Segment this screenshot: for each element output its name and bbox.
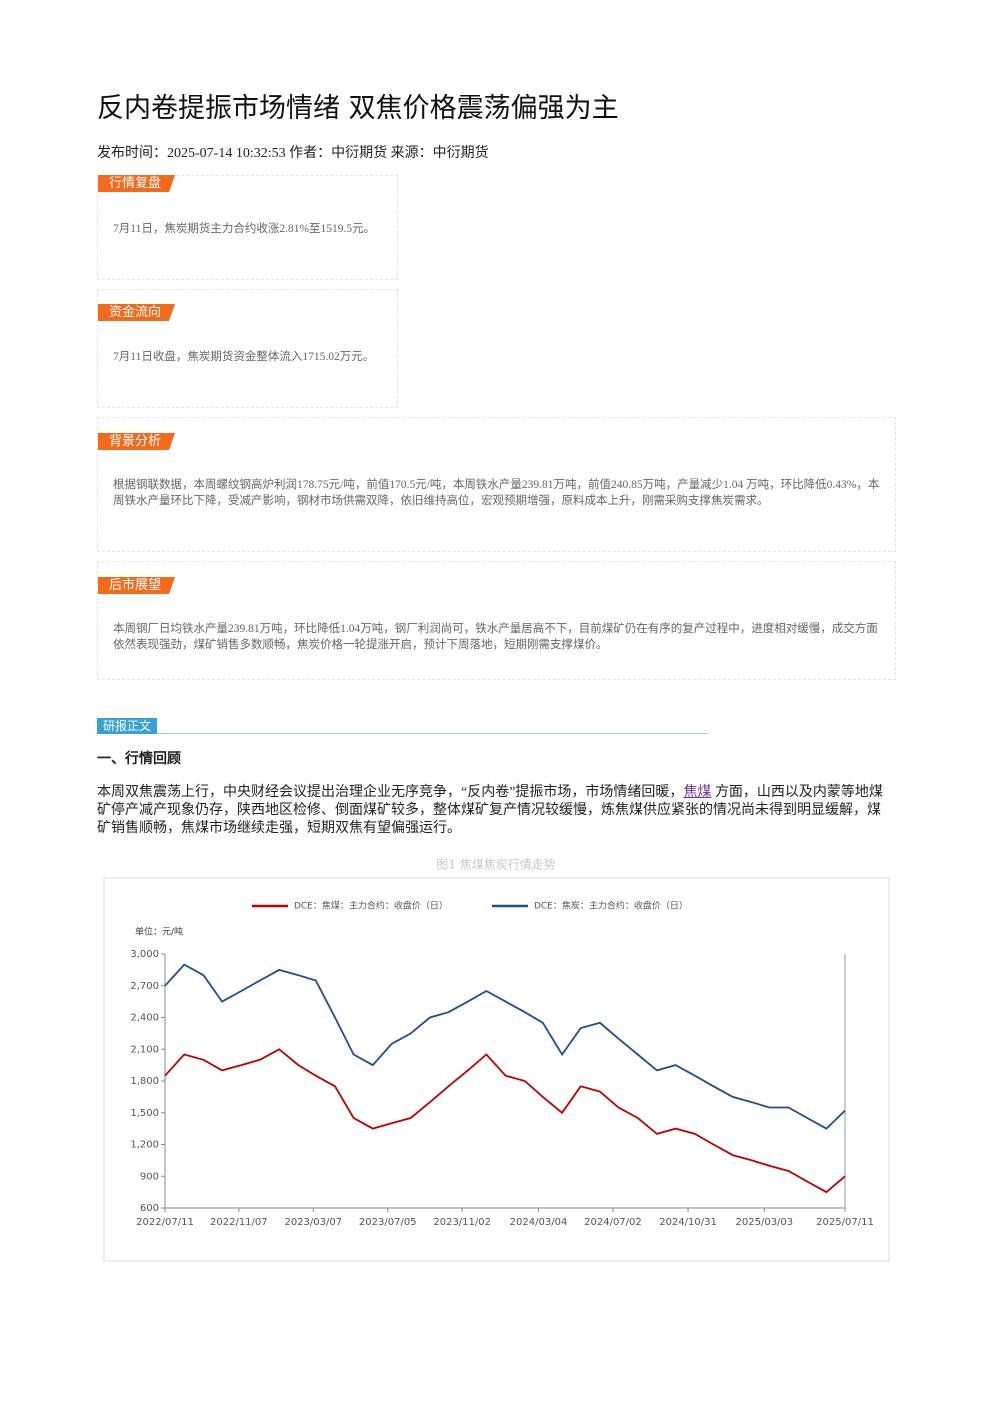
section-tag: 背景分析 — [98, 433, 175, 450]
chart-title: 图1 焦煤焦炭行情走势 — [436, 858, 555, 872]
y-tick-label: 3,000 — [130, 949, 159, 960]
x-tick-label: 2022/07/11 — [136, 1217, 194, 1228]
section-box: 资金流向 7月11日收盘，焦炭期货资金整体流入1715.02万元。 — [97, 289, 398, 408]
report-tag-bar: 研报正文 — [97, 717, 708, 734]
section-tag: 资金流向 — [98, 304, 175, 321]
x-tick-label: 2023/07/05 — [359, 1217, 417, 1228]
y-tick-label: 2,700 — [130, 981, 159, 992]
y-tick-label: 2,100 — [130, 1044, 159, 1055]
section-tag: 后市展望 — [98, 577, 175, 594]
section-text: 本周钢厂日均铁水产量239.81万吨，环比降低1.04万吨，钢厂利润尚可，铁水产… — [113, 623, 878, 651]
section-box: 行情复盘 7月11日，焦炭期货主力合约收涨2.81%至1519.5元。 — [97, 175, 398, 280]
x-tick-label: 2025/07/11 — [816, 1217, 874, 1228]
paragraph: 本周双焦震荡上行，中央财经会议提出治理企业无序竞争，“反内卷”提振市场，市场情绪… — [97, 784, 893, 838]
link[interactable]: 焦煤 — [683, 785, 712, 800]
y-axis-label: 单位：元/吨 — [135, 926, 183, 938]
y-tick-label: 900 — [140, 1171, 159, 1182]
meta: 发布时间：2025-07-14 10:32:53 作者：中衍期货 来源：中衍期货 — [97, 146, 489, 161]
x-tick-label: 2024/07/02 — [584, 1217, 642, 1228]
section-text: 7月11日，焦炭期货主力合约收涨2.81%至1519.5元。 — [113, 223, 376, 235]
y-tick-label: 1,500 — [130, 1108, 159, 1119]
x-tick-label: 2023/03/07 — [284, 1217, 342, 1228]
x-tick-label: 2025/03/03 — [736, 1217, 794, 1228]
y-tick-label: 2,400 — [130, 1013, 159, 1024]
section-box: 背景分析 根据钢联数据，本周螺纹钢高炉利润178.75元/吨，前值170.5元/… — [97, 417, 896, 552]
x-tick-label: 2024/10/31 — [659, 1217, 717, 1228]
legend-label: DCE：焦炭：主力合约：收盘价（日） — [534, 900, 688, 912]
legend-label: DCE：焦煤：主力合约：收盘价（日） — [294, 900, 448, 912]
x-tick-label: 2023/11/02 — [433, 1217, 491, 1228]
chart: 图1 焦煤焦炭行情走势 单位：元/吨 600 900 1,200 1,500 1,800… — [103, 858, 890, 1262]
report-tag: 研报正文 — [97, 718, 158, 734]
x-tick-label: 2022/11/07 — [210, 1217, 268, 1228]
heading: 一、行情回顾 — [97, 752, 181, 767]
section-tag: 行情复盘 — [98, 175, 175, 192]
series-line — [164, 963, 846, 1130]
x-tick-label: 2024/03/04 — [510, 1217, 568, 1228]
paragraph-text: 方面，山西以及内蒙等地煤矿停产减产现象仍存，陕西地区检修、倒面煤矿较多，整体煤矿… — [97, 785, 883, 836]
title: 反内卷提振市场情绪 双焦价格震荡偏强为主 — [97, 93, 619, 124]
y-tick-label: 1,800 — [130, 1076, 159, 1087]
section-box: 后市展望 本周钢厂日均铁水产量239.81万吨，环比降低1.04万吨，钢厂利润尚… — [97, 561, 896, 680]
section-text: 根据钢联数据，本周螺纹钢高炉利润178.75元/吨，前值170.5元/吨，本周铁… — [113, 479, 880, 507]
y-tick-label: 1,200 — [130, 1140, 159, 1151]
y-tick-label: 600 — [140, 1203, 159, 1214]
paragraph-text: 本周双焦震荡上行，中央财经会议提出治理企业无序竞争，“反内卷”提振市场，市场情绪… — [97, 785, 684, 800]
section-text: 7月11日收盘，焦炭期货资金整体流入1715.02万元。 — [113, 351, 375, 363]
chart-frame — [103, 877, 890, 1262]
series-line — [164, 1048, 846, 1194]
